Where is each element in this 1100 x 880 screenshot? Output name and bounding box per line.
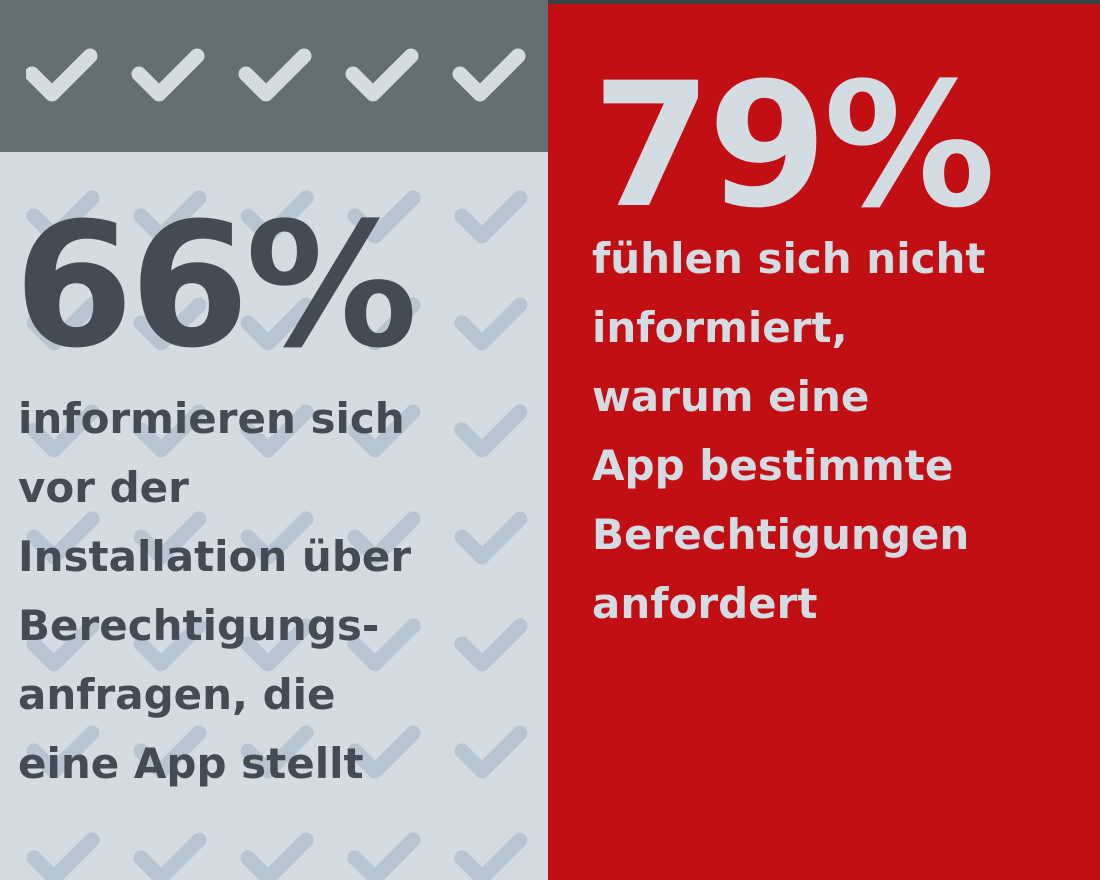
- right-description-line: fühlen sich nicht: [592, 234, 986, 283]
- checkmark-icon: [347, 190, 421, 244]
- checkmark-icon: [26, 190, 100, 244]
- left-description-line: vor der: [18, 463, 189, 512]
- left-description-line: Installation über: [18, 532, 412, 581]
- checkmark-icon: [26, 511, 100, 565]
- checkmark-icon: [454, 618, 528, 672]
- top-divider-line: [548, 0, 1100, 4]
- checkmark-icon: [133, 511, 207, 565]
- checkmark-icon: [345, 48, 419, 102]
- checkmark-icon: [454, 297, 528, 351]
- checkmark-icon: [240, 297, 314, 351]
- header-checkmarks: [26, 48, 526, 102]
- checkmark-icon: [238, 48, 312, 102]
- checkmark-icon: [26, 725, 100, 779]
- checkmark-icon: [26, 618, 100, 672]
- checkmark-icon: [347, 297, 421, 351]
- checkmark-icon: [452, 48, 526, 102]
- checkmark-icon: [347, 511, 421, 565]
- right-panel: 79% fühlen sich nicht informiert, warum …: [548, 0, 1100, 880]
- checkmark-icon: [240, 832, 314, 880]
- checkmark-icon: [133, 404, 207, 458]
- left-description-line: anfragen, die: [18, 670, 336, 719]
- checkmark-icon: [26, 48, 98, 102]
- checkmark-icon: [347, 725, 421, 779]
- checkmark-icon: [133, 832, 207, 880]
- checkmark-icon: [347, 618, 421, 672]
- checkmark-icon: [26, 832, 100, 880]
- checkmark-icon: [454, 511, 528, 565]
- checkmark-icon: [240, 404, 314, 458]
- left-description: informieren sich vor der Installation üb…: [18, 384, 546, 798]
- checkmark-background-pattern: [26, 190, 528, 880]
- right-description-line: warum eine: [592, 372, 870, 421]
- checkmark-icon: [240, 618, 314, 672]
- right-description-line: anfordert: [592, 579, 818, 628]
- checkmark-icon: [454, 832, 528, 880]
- checkmark-icon: [347, 404, 421, 458]
- checkmark-icon: [240, 725, 314, 779]
- checkmark-icon: [454, 725, 528, 779]
- left-percentage: 66%: [14, 185, 418, 386]
- left-panel: 66% informieren sich vor der Installatio…: [0, 0, 548, 880]
- right-description-line: informiert,: [592, 303, 848, 352]
- header-checkmark-row: [26, 40, 536, 110]
- checkmark-icon: [133, 618, 207, 672]
- checkmark-icon: [133, 297, 207, 351]
- checkmark-icon: [240, 511, 314, 565]
- checkmark-icon: [26, 297, 100, 351]
- right-description-line: App bestimmte: [592, 441, 954, 490]
- left-description-line: Berechtigungs-: [18, 601, 380, 650]
- checkmark-header-band: [0, 0, 548, 152]
- right-percentage: 79%: [592, 45, 996, 246]
- checkmark-icon: [26, 404, 100, 458]
- checkmark-icon: [240, 190, 314, 244]
- checkmark-icon: [133, 725, 207, 779]
- right-description-line: Berechtigungen: [592, 510, 970, 559]
- checkmark-icon: [131, 48, 205, 102]
- left-description-line: eine App stellt: [18, 739, 364, 788]
- checkmark-icon: [133, 190, 207, 244]
- left-description-line: informieren sich: [18, 394, 405, 443]
- checkmark-icon: [454, 190, 528, 244]
- checkmark-icon: [454, 404, 528, 458]
- right-description: fühlen sich nicht informiert, warum eine…: [592, 224, 1092, 638]
- checkmark-icon: [347, 832, 421, 880]
